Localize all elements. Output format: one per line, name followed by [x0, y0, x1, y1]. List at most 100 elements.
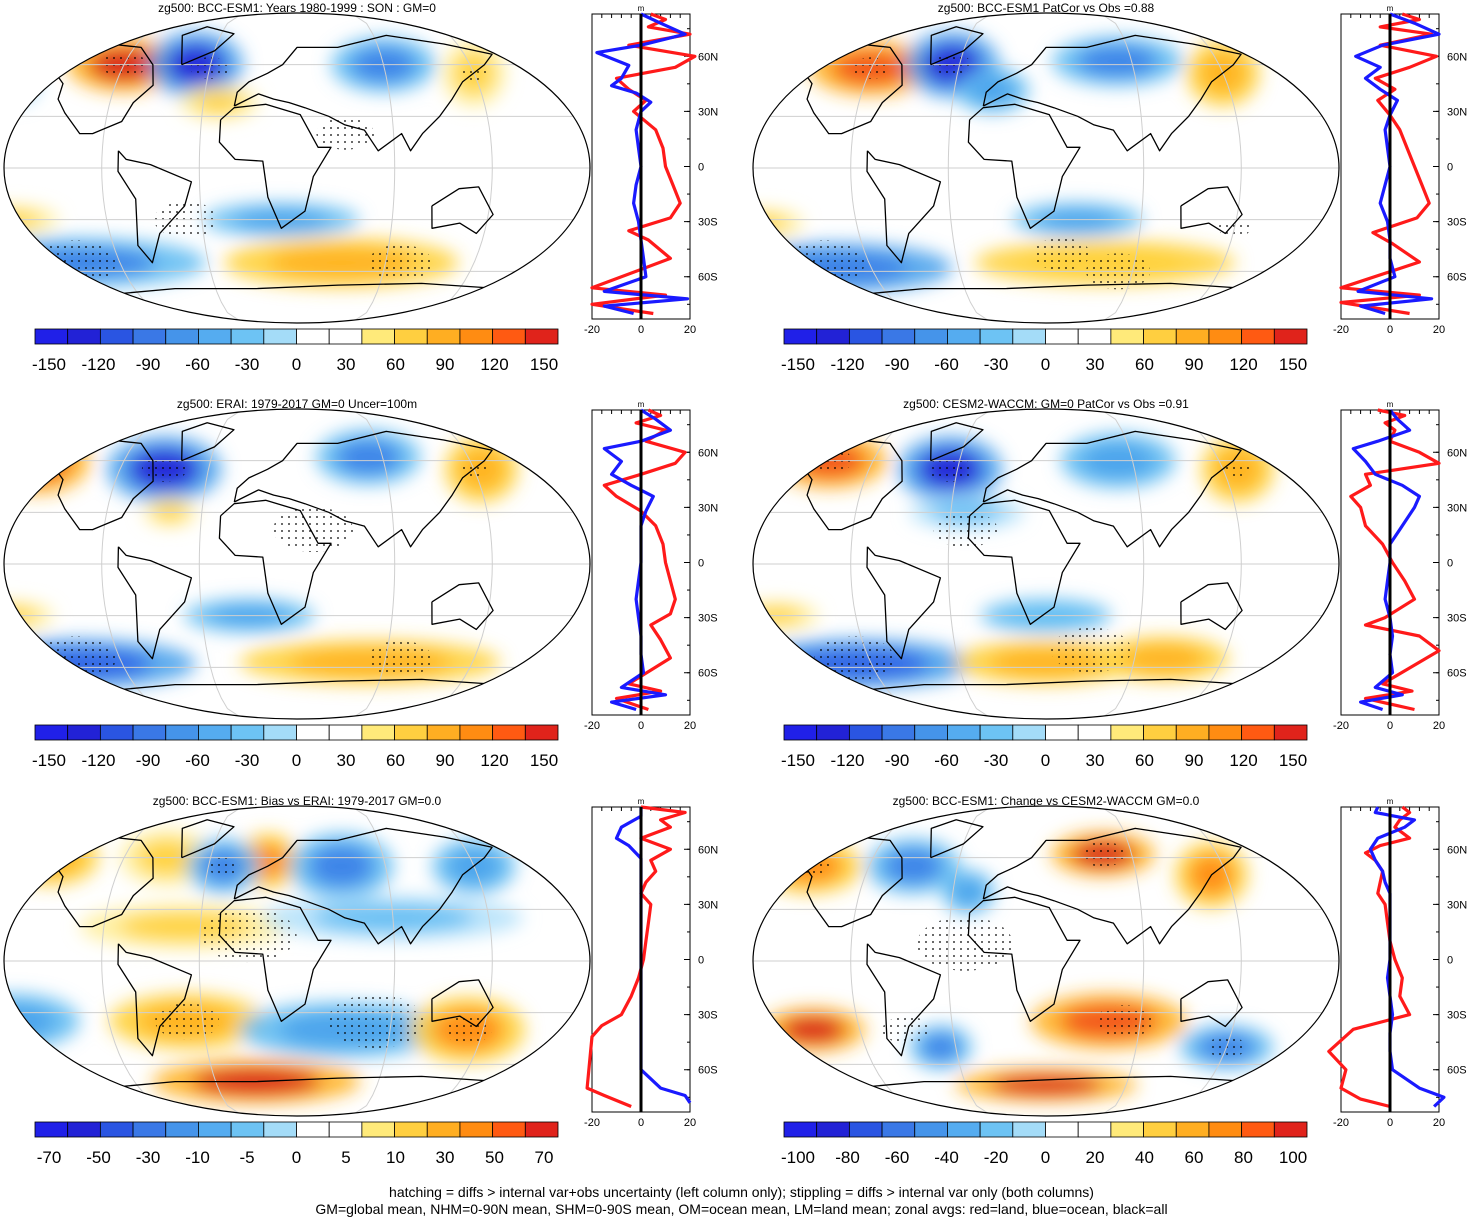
coastline — [117, 150, 193, 264]
map-field — [4, 13, 590, 323]
zonal-mean-panel: m 60N 30N 0 30S 60S -20 0 20 — [584, 4, 718, 336]
colorbar-swatch — [426, 724, 461, 741]
coastline — [431, 186, 494, 235]
zonal-mean-panel: m 60N 30N 0 30S 60S -20 0 20 — [1333, 400, 1467, 732]
zonal-x-label: 20 — [1433, 324, 1445, 336]
colorbar-swatch — [1143, 328, 1177, 345]
colorbar: -100 -80 -60 -40 -20 0 20 40 60 80 100 — [781, 1121, 1308, 1167]
zonal-x-label: 0 — [1387, 324, 1393, 336]
colorbar-swatch — [328, 328, 363, 345]
zonal-ocean-line — [1354, 12, 1441, 316]
zonal-lat-label: 60N — [698, 447, 718, 459]
colorbar-label: 90 — [1185, 751, 1204, 770]
coastline — [233, 34, 493, 152]
colorbar-swatch — [524, 1121, 559, 1138]
colorbar-swatch — [198, 328, 232, 345]
zonal-lat-label: 30S — [698, 613, 718, 625]
stipple-patch — [273, 507, 354, 553]
zonal-land-line — [602, 408, 687, 712]
anomaly-core — [780, 1016, 846, 1044]
coastline — [218, 103, 332, 229]
coastline — [866, 943, 942, 1057]
coastline — [233, 827, 493, 945]
colorbar-swatch — [296, 328, 330, 345]
colorbar-label: 0 — [1041, 1148, 1050, 1167]
colorbar-label: -120 — [81, 751, 115, 770]
colorbar-swatch — [947, 1121, 981, 1138]
colorbar: -150 -120 -90 -60 -30 0 30 60 90 120 150 — [781, 724, 1308, 770]
meridian — [1153, 409, 1242, 719]
panel-bcc-clim: zg500: BCC-ESM1: Years 1980-1999 : SON :… — [3, 1, 718, 374]
coastline — [930, 819, 984, 859]
coastline — [967, 499, 1081, 625]
colorbar-label: -10 — [185, 1148, 210, 1167]
colorbar-label: 90 — [436, 355, 455, 374]
colorbar-swatch — [34, 1121, 69, 1138]
zonal-mean-panel: m 60N 30N 0 30S 60S -20 0 20 — [1333, 4, 1467, 336]
coastline — [218, 499, 332, 625]
anomaly-core — [336, 440, 401, 475]
zonal-unit: m — [638, 4, 645, 13]
colorbar-swatch — [67, 328, 101, 345]
coastline — [233, 430, 493, 548]
map-ocean-bg — [753, 13, 1339, 323]
colorbar-label: 60 — [1135, 751, 1154, 770]
zonal-lat-label: 0 — [1447, 162, 1453, 174]
coastline — [1180, 186, 1243, 235]
coastline — [967, 896, 1081, 1022]
zonal-x-label: -20 — [1333, 1117, 1349, 1129]
colorbar-swatch — [361, 328, 395, 345]
panel-change: zg500: BCC-ESM1: Change vs CESM2-WACCM G… — [752, 794, 1467, 1167]
map-border — [3, 12, 591, 324]
colorbar-label: 80 — [1234, 1148, 1253, 1167]
colorbar-label: -150 — [32, 751, 66, 770]
colorbar-swatch — [230, 328, 265, 345]
colorbar-label: -90 — [136, 355, 161, 374]
zonal-land-line — [1349, 408, 1441, 712]
zonal-lat-label: 60N — [698, 51, 718, 63]
map-border — [3, 805, 591, 1117]
colorbar-label: -5 — [239, 1148, 254, 1167]
panel-title: zg500: BCC-ESM1: Years 1980-1999 : SON :… — [158, 1, 436, 15]
colorbar-label: -60 — [934, 751, 959, 770]
colorbar-swatch — [165, 1121, 199, 1138]
stipple-patch — [1080, 841, 1126, 867]
colorbar-swatch — [1208, 328, 1243, 345]
zonal-mean-panel: m 60N 30N 0 30S 60S -20 0 20 — [1327, 797, 1467, 1129]
zonal-mean-panel: m 60N 30N 0 30S 60S -20 0 20 — [584, 797, 718, 1129]
zonal-lat-label: 30S — [1447, 1010, 1467, 1022]
zonal-lat-label: 0 — [698, 955, 704, 967]
colorbar: -150 -120 -90 -60 -30 0 30 60 90 120 150 — [32, 724, 559, 770]
zonal-lat-label: 30N — [698, 106, 718, 118]
colorbar-label: 30 — [436, 1148, 455, 1167]
colorbar-swatch — [394, 328, 428, 345]
colorbar-label: 120 — [480, 355, 508, 374]
colorbar-label: -30 — [235, 355, 260, 374]
zonal-lat-label: 30S — [1447, 217, 1467, 229]
colorbar-swatch — [783, 724, 818, 741]
meridian — [350, 806, 396, 1116]
stipple-patch — [15, 845, 60, 871]
colorbar-swatch — [328, 724, 363, 741]
colorbar-label: 0 — [1041, 355, 1050, 374]
map-border — [752, 805, 1340, 1117]
meridian — [101, 409, 190, 719]
colorbar-swatch — [263, 724, 297, 741]
coastlines — [765, 422, 1250, 693]
panel-bias: zg500: BCC-ESM1: Bias vs ERAI: 1979-2017… — [3, 794, 718, 1167]
coastline — [930, 26, 984, 66]
stipple-patch — [327, 994, 424, 1049]
colorbar-label: 10 — [386, 1148, 405, 1167]
panel-title: zg500: BCC-ESM1: Bias vs ERAI: 1979-2017… — [153, 794, 442, 808]
colorbar-swatch — [1175, 1121, 1210, 1138]
colorbar-label: -120 — [830, 751, 864, 770]
colorbar-swatch — [1077, 328, 1112, 345]
zonal-x-label: 0 — [1387, 720, 1393, 732]
colorbar-label: 150 — [530, 355, 558, 374]
colorbar-label: 150 — [1279, 355, 1307, 374]
colorbar-swatch — [1077, 1121, 1112, 1138]
panel-cesm2: zg500: CESM2-WACCM: GM=0 PatCor vs Obs =… — [752, 397, 1467, 770]
coastline — [982, 827, 1242, 945]
colorbar-label: 0 — [292, 751, 301, 770]
zonal-x-label: 0 — [638, 324, 644, 336]
